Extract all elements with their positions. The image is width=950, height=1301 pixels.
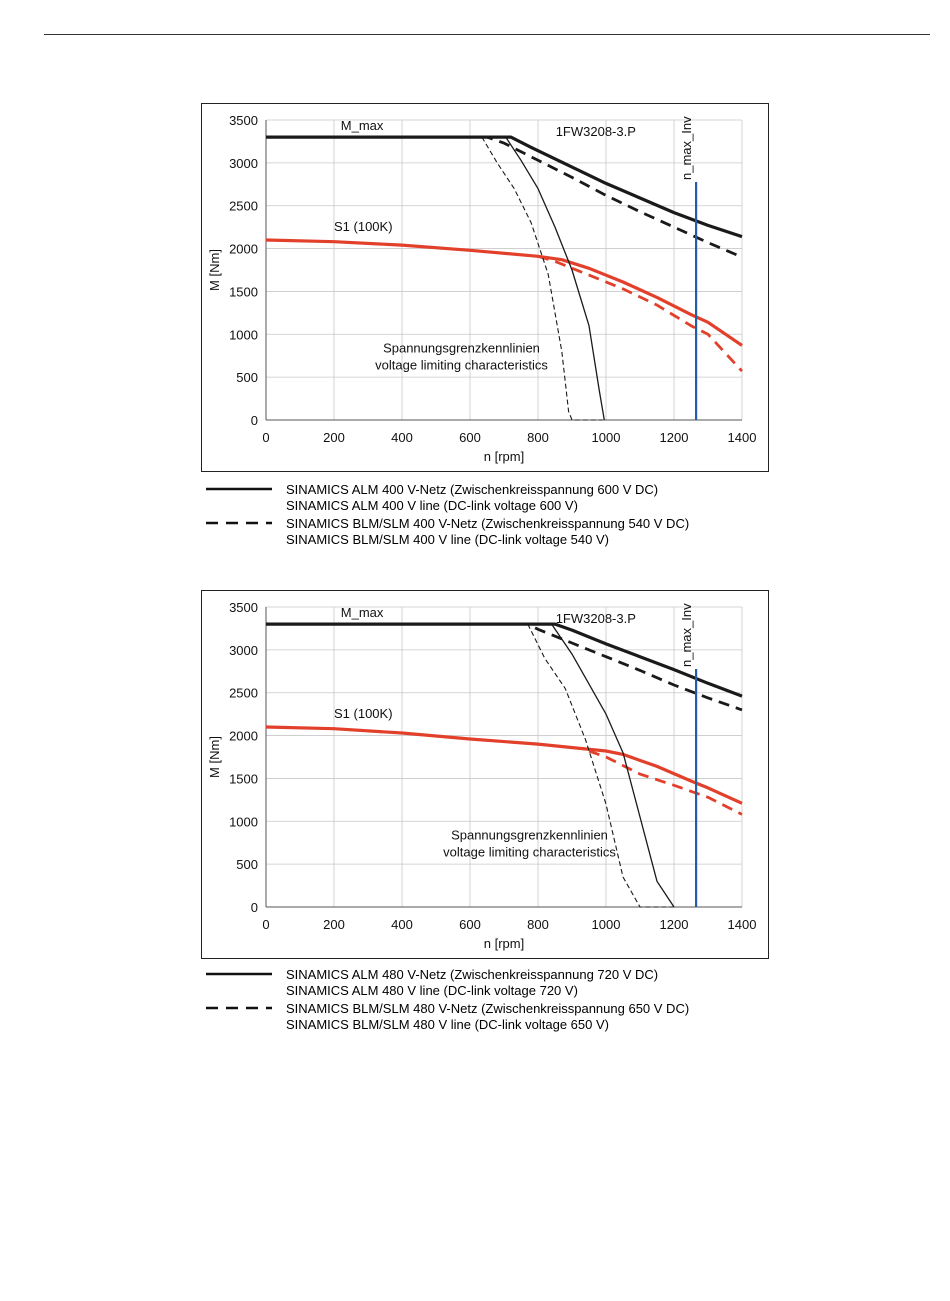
legend-dashed-text-de: SINAMICS BLM/SLM 400 V-Netz (Zwischenkre… <box>286 516 690 531</box>
annotation-voltage-de: Spannungsgrenzkennlinien <box>451 827 608 842</box>
x-tick-label: 1200 <box>660 430 689 445</box>
legend-solid-text-en: SINAMICS ALM 400 V line (DC-link voltage… <box>286 498 578 513</box>
legend-dashed-text-de: SINAMICS BLM/SLM 480 V-Netz (Zwischenkre… <box>286 1001 690 1016</box>
annotation-nmax-inv: n_max_Inv <box>679 116 694 180</box>
y-tick-label: 1500 <box>229 284 258 299</box>
y-tick-label: 1000 <box>229 814 258 829</box>
x-tick-label: 600 <box>459 430 481 445</box>
legend-dashed-text-en: SINAMICS BLM/SLM 480 V line (DC-link vol… <box>286 1017 609 1032</box>
series-line-4 <box>588 749 743 816</box>
chart-480v: 0 200 400 600 800 1000 1200 1400 0 500 1000 1500 200… <box>207 600 757 951</box>
series-line-6 <box>481 136 603 421</box>
y-tick-label: 500 <box>236 370 258 385</box>
series-line-2 <box>266 622 743 712</box>
chart-400v-frame: 0 200 400 600 800 1000 1200 1400 0 500 1000 1500 200… <box>201 103 769 472</box>
y-tick-label: 3500 <box>229 113 258 128</box>
legend-dashed-swatch <box>206 1001 272 1017</box>
annotation-s1: S1 (100K) <box>334 706 393 721</box>
legend-solid-swatch <box>206 967 272 983</box>
annotation-mmax: M_max <box>341 118 384 133</box>
legend-item-solid: SINAMICS ALM 480 V-Netz (Zwischenkreissp… <box>206 967 766 999</box>
y-tick-label: 3000 <box>229 643 258 658</box>
y-tick-label: 2500 <box>229 199 258 214</box>
legend-solid-text-en: SINAMICS ALM 480 V line (DC-link voltage… <box>286 983 578 998</box>
legend-480v: SINAMICS ALM 480 V-Netz (Zwischenkreissp… <box>206 967 766 1035</box>
y-tick-label: 0 <box>251 413 258 428</box>
x-tick-label: 200 <box>323 430 345 445</box>
annotation-nmax-inv: n_max_Inv <box>679 603 694 667</box>
series-line-2 <box>266 135 743 259</box>
annotation-model: 1FW3208-3.P <box>556 611 636 626</box>
series-line-3 <box>265 238 743 347</box>
x-axis-label: n [rpm] <box>484 936 524 951</box>
annotation-model: 1FW3208-3.P <box>556 124 636 139</box>
y-tick-label: 1000 <box>229 327 258 342</box>
series-line-1 <box>266 622 743 698</box>
y-tick-label: 2500 <box>229 686 258 701</box>
series-line-3 <box>265 725 743 805</box>
y-tick-label: 2000 <box>229 729 258 744</box>
series-line-6 <box>527 623 674 908</box>
x-tick-label: 400 <box>391 430 413 445</box>
x-tick-label: 0 <box>262 430 269 445</box>
y-tick-label: 3000 <box>229 156 258 171</box>
x-axis-label: n [rpm] <box>484 449 524 464</box>
x-tick-label: 0 <box>262 917 269 932</box>
x-tick-label: 200 <box>323 917 345 932</box>
annotation-s1: S1 (100K) <box>334 219 393 234</box>
page-top-rule <box>44 34 930 35</box>
x-tick-label: 1400 <box>728 430 757 445</box>
annotation-voltage-en: voltage limiting characteristics <box>443 844 616 859</box>
legend-dashed-text-en: SINAMICS BLM/SLM 400 V line (DC-link vol… <box>286 532 609 547</box>
chart-480v-frame: 0 200 400 600 800 1000 1200 1400 0 500 1000 1500 200… <box>201 590 769 959</box>
y-axis-label: M [Nm] <box>207 249 222 291</box>
x-tick-label: 800 <box>527 430 549 445</box>
legend-dashed-swatch <box>206 516 272 532</box>
y-tick-label: 3500 <box>229 600 258 615</box>
x-tick-label: 400 <box>391 917 413 932</box>
x-tick-label: 1200 <box>660 917 689 932</box>
legend-item-dashed: SINAMICS BLM/SLM 480 V-Netz (Zwischenkre… <box>206 1001 766 1033</box>
series-line-5 <box>551 623 675 908</box>
x-tick-label: 1000 <box>592 917 621 932</box>
annotation-voltage-en: voltage limiting characteristics <box>375 357 548 372</box>
series-line-5 <box>505 136 605 421</box>
series-line-4 <box>537 254 744 373</box>
legend-400v: SINAMICS ALM 400 V-Netz (Zwischenkreissp… <box>206 482 766 550</box>
x-tick-label: 1000 <box>592 430 621 445</box>
legend-solid-text-de: SINAMICS ALM 400 V-Netz (Zwischenkreissp… <box>286 482 659 497</box>
annotation-mmax: M_max <box>341 605 384 620</box>
x-tick-label: 800 <box>527 917 549 932</box>
annotation-voltage-de: Spannungsgrenzkennlinien <box>383 340 540 355</box>
y-axis-label: M [Nm] <box>207 736 222 778</box>
legend-solid-text-de: SINAMICS ALM 480 V-Netz (Zwischenkreissp… <box>286 967 659 982</box>
chart-400v: 0 200 400 600 800 1000 1200 1400 0 500 1000 1500 200… <box>207 113 757 464</box>
y-tick-label: 500 <box>236 857 258 872</box>
legend-solid-swatch <box>206 482 272 498</box>
x-tick-label: 1400 <box>728 917 757 932</box>
y-tick-label: 1500 <box>229 771 258 786</box>
legend-item-dashed: SINAMICS BLM/SLM 400 V-Netz (Zwischenkre… <box>206 516 766 548</box>
x-tick-label: 600 <box>459 917 481 932</box>
legend-item-solid: SINAMICS ALM 400 V-Netz (Zwischenkreissp… <box>206 482 766 514</box>
y-tick-label: 0 <box>251 900 258 915</box>
y-tick-label: 2000 <box>229 242 258 257</box>
